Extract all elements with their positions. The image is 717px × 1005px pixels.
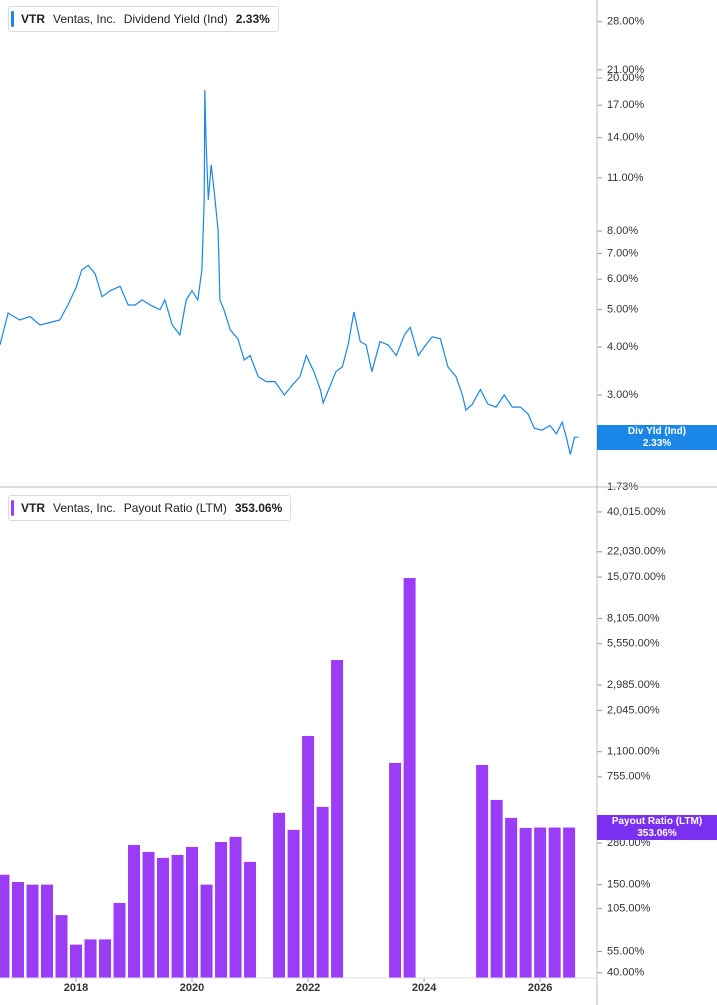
bar [99, 939, 112, 978]
bar [229, 836, 242, 978]
y-tick-label: 28.00% [607, 16, 645, 28]
bar [287, 829, 300, 978]
y-tick-label: 20.00% [607, 72, 645, 84]
bar [490, 799, 503, 978]
bar [171, 854, 184, 978]
current-value-tag: Payout Ratio (LTM) 353.06% [597, 815, 717, 841]
bar [244, 861, 257, 978]
ticker: VTR [21, 12, 45, 26]
ticker: VTR [21, 501, 45, 515]
company: Ventas, Inc. [53, 501, 116, 515]
y-tick-label: 8,105.00% [607, 612, 660, 624]
y-tick-label: 22,030.00% [607, 546, 666, 558]
y-tick-label: 5.00% [607, 304, 638, 316]
y-tick-label: 8.00% [607, 225, 638, 237]
tag-value: 2.33% [642, 437, 672, 449]
y-tick-label: 40.00% [607, 967, 645, 979]
bar [505, 817, 518, 978]
bar [519, 827, 532, 978]
series-name: Dividend Yield (Ind) [123, 12, 228, 26]
bar [273, 812, 286, 978]
bar [563, 827, 576, 978]
y-tick-label: 6.00% [607, 273, 638, 285]
x-tick-label: 2022 [296, 982, 320, 994]
y-tick-label: 7.00% [607, 247, 638, 259]
company: Ventas, Inc. [53, 12, 116, 26]
bar [84, 939, 97, 978]
legend-swatch [11, 11, 14, 27]
bar [157, 857, 170, 978]
bar [534, 827, 547, 978]
x-tick-label: 2018 [64, 982, 88, 994]
current-value-tag: Div Yld (Ind) 2.33% [597, 424, 717, 450]
x-tick-label: 2024 [412, 982, 437, 994]
bar [26, 884, 39, 978]
y-tick-label: 40,015.00% [607, 506, 666, 518]
bar [128, 844, 141, 978]
bar [200, 884, 213, 978]
y-tick-label: 15,070.00% [607, 571, 666, 583]
bar [142, 851, 155, 978]
bar [302, 735, 315, 978]
y-tick-label: 150.00% [607, 879, 651, 891]
bar [0, 874, 10, 978]
x-tick-label: 2026 [528, 982, 552, 994]
y-tick-label: 17.00% [607, 99, 645, 111]
y-tick-label: 3.00% [607, 389, 638, 401]
bar [11, 882, 24, 978]
bar [186, 846, 199, 978]
line-series [0, 90, 579, 455]
bar [476, 764, 489, 978]
y-tick-label: 21.00% [607, 64, 645, 76]
tag-label: Div Yld (Ind) [627, 425, 687, 437]
bar [55, 915, 68, 978]
y-tick-label: 55.00% [607, 945, 645, 957]
legend-swatch [11, 500, 14, 516]
series-name: Payout Ratio (LTM) [123, 501, 227, 515]
y-tick-label: 755.00% [607, 771, 651, 783]
bar [113, 902, 126, 978]
y-tick-label: 4.00% [607, 341, 638, 353]
y-tick-label: 14.00% [607, 132, 645, 144]
bar [40, 884, 53, 978]
tag-label: Payout Ratio (LTM) [611, 816, 703, 828]
current-value: 353.06% [234, 501, 283, 515]
bar [331, 659, 344, 978]
bar [70, 944, 83, 978]
legend-header: VTR Ventas, Inc. Payout Ratio (LTM) 353.… [8, 495, 292, 521]
legend-header: VTR Ventas, Inc. Dividend Yield (Ind) 2.… [8, 6, 279, 32]
bar [548, 827, 561, 978]
tag-value: 353.06% [637, 828, 677, 840]
bar [403, 578, 416, 978]
current-value: 2.33% [235, 12, 270, 26]
y-tick-label: 11.00% [607, 172, 644, 184]
y-tick-label: 105.00% [607, 902, 651, 914]
x-tick-label: 2020 [180, 982, 204, 994]
y-tick-label: 5,550.00% [607, 638, 660, 650]
y-tick-label: 2,985.00% [607, 679, 660, 691]
bar [389, 762, 402, 978]
y-tick-label: 1,100.00% [607, 746, 660, 758]
bar [215, 842, 228, 978]
bar [316, 806, 329, 978]
y-tick-label: 2,045.00% [607, 704, 660, 716]
